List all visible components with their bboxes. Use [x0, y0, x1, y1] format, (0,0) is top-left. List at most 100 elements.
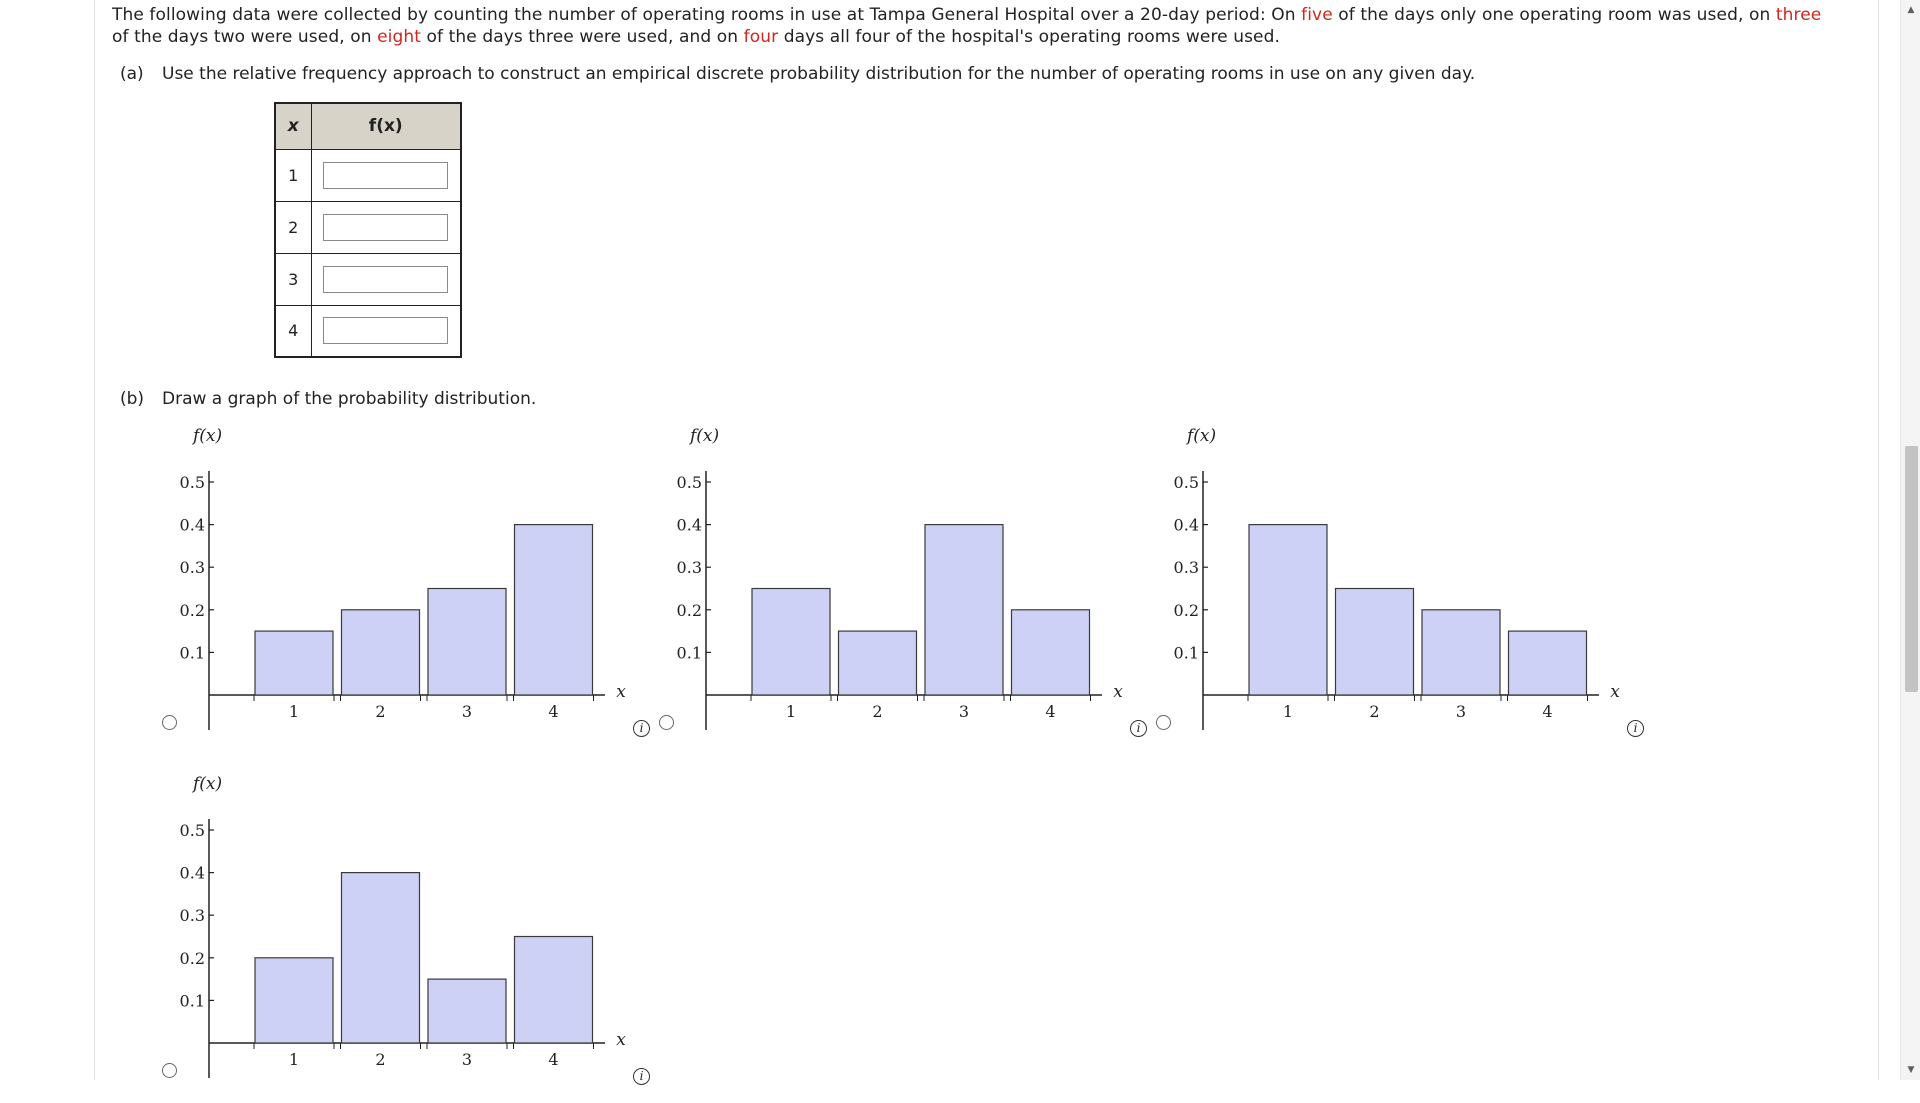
intro-text-5: days all four of the hospital's operatin…	[778, 27, 1281, 47]
graph-option-1-chart: f(x) 0.1 0.2 0.3 0.4 0.5 1 2 3 4 x	[180, 426, 626, 730]
x-tick-label-1: 1	[1283, 702, 1293, 721]
fx-input-2[interactable]	[323, 213, 449, 241]
vertical-scrollbar[interactable]: ▲ ▼	[1900, 0, 1920, 1080]
y-tick-label: 0.3	[1174, 558, 1199, 577]
row-x-3: 3	[274, 252, 312, 306]
graph-option-4: f(x) 0.1 0.2 0.3 0.4 0.5 1 2 3 4 x i	[155, 763, 655, 1103]
x-tick-label-2: 2	[375, 702, 385, 721]
y-tick-label: 0.5	[677, 473, 702, 492]
header-x: x	[274, 102, 312, 150]
graph-option-1-radio[interactable]	[162, 715, 177, 730]
graph-option-4-info-icon[interactable]: i	[633, 1068, 650, 1085]
row-x-4: 4	[274, 304, 312, 358]
y-tick-label: 0.1	[1174, 643, 1199, 662]
row-fx-cell-4	[310, 304, 462, 358]
y-tick-label: 0.2	[1174, 601, 1199, 620]
header-fx: f(x)	[310, 102, 462, 150]
row-x-1: 1	[274, 148, 312, 202]
x-tick-label-4: 4	[1542, 702, 1552, 721]
x-axis-label: x	[616, 682, 626, 702]
part-a-prompt: (a) Use the relative frequency approach t…	[120, 64, 1475, 84]
intro-value-four: four	[743, 27, 779, 47]
y-axis-label: f(x)	[191, 774, 222, 794]
y-tick-label: 0.4	[1174, 516, 1199, 535]
x-tick-label-1: 1	[289, 702, 299, 721]
y-axis-label: f(x)	[688, 426, 719, 446]
intro-text-4: of the days three were used, and on	[421, 27, 744, 47]
x-tick-label-1: 1	[289, 1050, 299, 1069]
graph-option-4-radio[interactable]	[162, 1063, 177, 1078]
bar-1	[254, 630, 334, 696]
intro-text-1: The following data were collected by cou…	[112, 5, 1302, 25]
graph-option-2-chart: f(x) 0.1 0.2 0.3 0.4 0.5 1 2 3 4 x	[677, 426, 1123, 730]
part-a-label: (a)	[120, 64, 144, 84]
bar-1	[254, 957, 334, 1044]
graph-option-3: f(x) 0.1 0.2 0.3 0.4 0.5 1 2 3 4 x i	[1149, 415, 1649, 755]
page-right-border	[1878, 0, 1879, 1080]
bar-1	[751, 587, 831, 696]
bar-2	[340, 609, 421, 696]
scroll-down-arrow-icon[interactable]: ▼	[1907, 1065, 1915, 1075]
scroll-up-arrow-icon[interactable]: ▲	[1907, 5, 1915, 15]
part-a-text: Use the relative frequency approach to c…	[162, 64, 1476, 84]
graph-option-1-info-icon[interactable]: i	[633, 720, 650, 737]
row-fx-cell-1	[310, 148, 462, 202]
graph-option-2-info-icon[interactable]: i	[1130, 720, 1147, 737]
bar-4	[1507, 630, 1588, 696]
graph-option-4-chart: f(x) 0.1 0.2 0.3 0.4 0.5 1 2 3 4 x	[180, 774, 626, 1078]
bar-4	[513, 935, 594, 1044]
fx-input-3[interactable]	[323, 265, 449, 293]
y-tick-label: 0.2	[180, 949, 205, 968]
table-row: 3	[274, 252, 462, 306]
y-tick-label: 0.1	[180, 991, 205, 1010]
row-fx-cell-3	[310, 252, 462, 306]
scroll-thumb[interactable]	[1905, 446, 1918, 692]
graph-option-2-radio[interactable]	[659, 715, 674, 730]
y-tick-label: 0.3	[180, 906, 205, 925]
y-tick-label: 0.1	[180, 643, 205, 662]
x-tick-label-2: 2	[872, 702, 882, 721]
y-axis-label: f(x)	[191, 426, 222, 446]
bar-3	[427, 587, 507, 696]
page-left-border	[94, 0, 95, 1080]
fx-input-4[interactable]	[323, 317, 449, 345]
fx-input-1[interactable]	[323, 161, 449, 189]
graph-option-3-radio[interactable]	[1156, 715, 1171, 730]
y-tick-label: 0.5	[180, 821, 205, 840]
graph-option-3-info-icon[interactable]: i	[1627, 720, 1644, 737]
x-tick-label-3: 3	[1456, 702, 1466, 721]
row-x-2: 2	[274, 200, 312, 254]
x-axis-label: x	[1610, 682, 1620, 702]
part-b-text: Draw a graph of the probability distribu…	[162, 389, 537, 409]
y-tick-label: 0.1	[677, 643, 702, 662]
bar-3	[427, 978, 507, 1044]
y-tick-label: 0.4	[180, 864, 205, 883]
x-tick-label-4: 4	[548, 1050, 558, 1069]
table-header-row: x f(x)	[274, 102, 462, 150]
x-axis-label: x	[1113, 682, 1123, 702]
bar-1	[1248, 523, 1328, 696]
y-tick-label: 0.5	[180, 473, 205, 492]
x-tick-label-2: 2	[1369, 702, 1379, 721]
row-fx-cell-2	[310, 200, 462, 254]
intro-value-three: three	[1775, 5, 1822, 25]
x-tick-label-3: 3	[462, 702, 472, 721]
problem-statement: The following data were collected by cou…	[112, 4, 1842, 48]
part-b-prompt: (b) Draw a graph of the probability distr…	[120, 389, 536, 409]
bar-2	[1334, 587, 1415, 696]
y-tick-label: 0.2	[180, 601, 205, 620]
y-axis-label: f(x)	[1185, 426, 1216, 446]
bar-2	[837, 630, 918, 696]
x-tick-label-3: 3	[959, 702, 969, 721]
intro-text-3: of the days two were used, on	[112, 27, 378, 47]
y-tick-label: 0.4	[677, 516, 702, 535]
x-tick-label-2: 2	[375, 1050, 385, 1069]
x-tick-label-3: 3	[462, 1050, 472, 1069]
intro-value-five: five	[1301, 5, 1333, 25]
y-tick-label: 0.2	[677, 601, 702, 620]
bar-3	[924, 523, 1004, 696]
probability-table: x f(x) 1 2 3 4	[274, 102, 462, 358]
bar-2	[340, 871, 421, 1044]
x-tick-label-4: 4	[548, 702, 558, 721]
table-row: 4	[274, 304, 462, 358]
